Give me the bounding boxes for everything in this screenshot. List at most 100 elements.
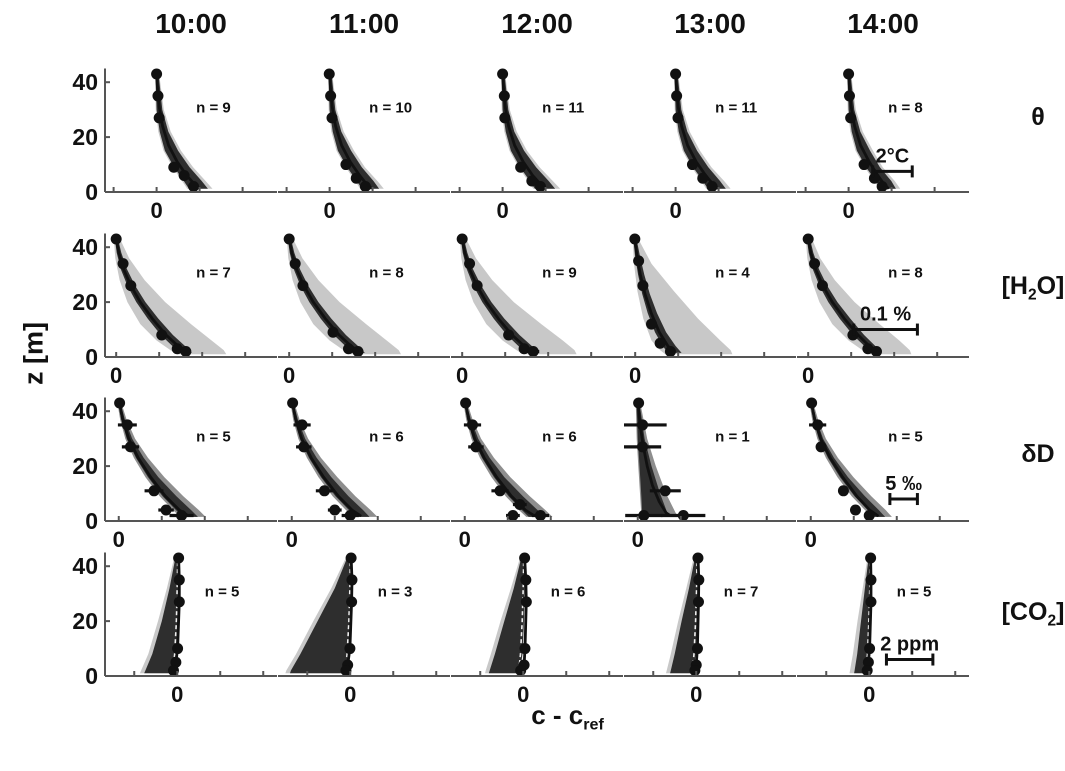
data-points bbox=[806, 397, 875, 522]
row-label-theta: θ bbox=[993, 103, 1065, 132]
subplot-svg-co2-3: n = 7 0 bbox=[624, 552, 796, 707]
data-points bbox=[670, 68, 718, 193]
n-count-label: n = 6 bbox=[542, 428, 577, 445]
x-axis-title: c - cref bbox=[455, 700, 680, 735]
uncertainty-bands bbox=[666, 555, 699, 674]
x-axis: 0 bbox=[797, 516, 969, 552]
x-zero-tick-label: 0 bbox=[805, 527, 817, 552]
y-tick-label-20: 20 bbox=[72, 289, 98, 315]
uncertainty-bands bbox=[154, 71, 213, 189]
row-label-h2o-sub: 2 bbox=[1027, 286, 1037, 304]
profile-curve bbox=[460, 234, 534, 353]
x-zero-tick-label: 0 bbox=[171, 682, 183, 707]
subplot-co2-1000: n = 5 0 0 20 40 bbox=[60, 541, 277, 713]
uncertainty-bands bbox=[500, 71, 561, 189]
x-axis: 0 bbox=[278, 352, 450, 388]
subplot-svg-dD-0: n = 5 00 20 40 bbox=[72, 397, 277, 552]
n-count-label: n = 7 bbox=[724, 583, 759, 600]
y-tick-label-20: 20 bbox=[72, 453, 98, 479]
scale-bar: 0.1 % bbox=[852, 304, 919, 336]
y-tick-label-0: 0 bbox=[85, 344, 98, 370]
x-zero-tick-label: 0 bbox=[459, 527, 471, 552]
y-tick-label-40: 40 bbox=[72, 69, 98, 95]
y-axis-title: z [m] bbox=[18, 322, 49, 385]
n-count-label: n = 4 bbox=[715, 264, 750, 281]
scale-bar: 5 ‰ bbox=[885, 473, 922, 506]
x-zero-tick-label: 0 bbox=[113, 527, 125, 552]
x-zero-tick-label: 0 bbox=[842, 198, 854, 223]
x-zero-tick-label: 0 bbox=[690, 682, 702, 707]
row-label-h2o: [H2O] bbox=[988, 272, 1065, 304]
row-label-h2o-post: O] bbox=[1036, 272, 1065, 300]
n-count-label: n = 11 bbox=[542, 99, 584, 116]
subplot-theta-1100: n = 10 0 bbox=[278, 57, 450, 229]
data-points bbox=[283, 233, 364, 358]
scale-bar: 2°C bbox=[871, 145, 914, 178]
subplot-h2o-1300: n = 4 0 bbox=[624, 222, 796, 394]
row-label-dD: δD bbox=[993, 440, 1065, 469]
n-count-label: n = 9 bbox=[196, 99, 231, 116]
data-points bbox=[167, 552, 185, 677]
n-count-label: n = 5 bbox=[205, 583, 240, 600]
x-axis: 0 bbox=[278, 671, 450, 707]
x-axis: 0 bbox=[451, 671, 623, 707]
n-count-label: n = 11 bbox=[715, 99, 757, 116]
x-zero-tick-label: 0 bbox=[863, 682, 875, 707]
subplot-svg-co2-1: n = 3 0 bbox=[278, 552, 450, 707]
scale-bar-label: 2 ppm bbox=[880, 634, 939, 656]
n-count-label: n = 7 bbox=[196, 264, 231, 281]
x-axis: 0 bbox=[624, 516, 796, 552]
scale-bar-label: 0.1 % bbox=[860, 304, 911, 326]
subplot-dD-1100: n = 6 0 bbox=[278, 386, 450, 558]
subplot-co2-1300: n = 7 0 bbox=[624, 541, 796, 713]
column-header-1100: 11:00 bbox=[328, 8, 400, 39]
subplot-svg-theta-0: n = 9 0 0 20 40 bbox=[72, 68, 277, 223]
x-axis: 0 bbox=[451, 187, 623, 223]
x-axis: 0 bbox=[278, 516, 450, 552]
subplot-svg-dD-4: n = 5 0 5 ‰ bbox=[797, 397, 969, 552]
x-axis-title-sub: ref bbox=[583, 715, 604, 734]
subplot-svg-h2o-2: n = 9 0 bbox=[451, 233, 623, 388]
subplot-svg-dD-1: n = 6 0 bbox=[278, 397, 450, 552]
uncertainty-bands bbox=[286, 236, 401, 355]
uncertainty-bands bbox=[635, 400, 679, 517]
data-points bbox=[689, 552, 705, 677]
y-tick-label-20: 20 bbox=[72, 124, 98, 150]
data-points bbox=[323, 68, 371, 193]
subplot-theta-1400: n = 8 0 2°C bbox=[797, 57, 969, 229]
data-points bbox=[287, 397, 359, 522]
x-zero-tick-label: 0 bbox=[632, 527, 644, 552]
data-points bbox=[340, 552, 358, 677]
subplot-svg-co2-4: n = 5 0 2 ppm bbox=[797, 552, 969, 707]
data-points bbox=[460, 397, 550, 522]
x-axis: 0 bbox=[105, 671, 277, 707]
subplot-svg-h2o-0: n = 7 00 20 40 bbox=[72, 233, 277, 388]
y-tick-label-40: 40 bbox=[72, 398, 98, 424]
x-axis: 0 bbox=[451, 516, 623, 552]
subplot-svg-h2o-1: n = 8 0 bbox=[278, 233, 450, 388]
x-axis: 0 bbox=[624, 352, 796, 388]
x-axis-title-pre: c - c bbox=[531, 700, 584, 730]
subplot-svg-co2-0: n = 5 0 0 20 40 bbox=[72, 552, 277, 707]
n-count-label: n = 1 bbox=[715, 428, 750, 445]
x-zero-tick-label: 0 bbox=[496, 198, 508, 223]
x-axis: 0 bbox=[105, 187, 277, 223]
profile-curve bbox=[290, 398, 362, 517]
y-tick-label-20: 20 bbox=[72, 608, 98, 634]
x-zero-tick-label: 0 bbox=[283, 363, 295, 388]
x-zero-tick-label: 0 bbox=[517, 682, 529, 707]
uncertainty-bands bbox=[632, 236, 733, 355]
subplot-svg-h2o-4: n = 8 0 0.1 % bbox=[797, 233, 969, 388]
column-header-1400: 14:00 bbox=[847, 8, 919, 39]
x-axis: 0 bbox=[797, 671, 969, 707]
n-count-label: n = 3 bbox=[378, 583, 413, 600]
uncertainty-bands bbox=[485, 555, 526, 674]
x-axis: 0 bbox=[797, 187, 969, 223]
scale-bar-label: 2°C bbox=[876, 145, 910, 167]
uncertainty-bands bbox=[117, 400, 206, 517]
data-points bbox=[618, 397, 706, 522]
x-zero-tick-label: 0 bbox=[286, 527, 298, 552]
y-tick-label-40: 40 bbox=[72, 553, 98, 579]
uncertainty-bands bbox=[139, 555, 180, 674]
